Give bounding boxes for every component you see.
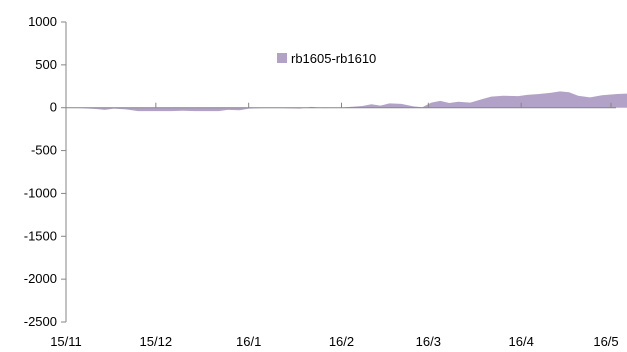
axes <box>65 22 616 322</box>
legend: rb1605-rb1610 <box>277 51 376 66</box>
x-tick-label: 16/1 <box>236 334 261 349</box>
y-tick-label: -1000 <box>24 185 57 200</box>
y-tick-label: 1000 <box>28 14 57 29</box>
x-tick-label: 16/2 <box>329 334 354 349</box>
x-tick-label: 16/3 <box>416 334 441 349</box>
legend-swatch <box>277 53 287 63</box>
x-tick-label: 15/11 <box>50 334 82 349</box>
y-ticks: 1000 500 0 -500 -1000 -1500 -2000 -2500 <box>24 14 66 329</box>
legend-label: rb1605-rb1610 <box>291 51 376 66</box>
series-area <box>66 91 627 112</box>
y-tick-label: -1500 <box>24 228 57 243</box>
y-tick-label: -2000 <box>24 271 57 286</box>
y-tick-label: -500 <box>31 143 57 158</box>
x-ticks: 15/11 15/12 16/1 16/2 16/3 16/4 16/5 <box>50 102 619 349</box>
y-tick-label: 500 <box>35 57 57 72</box>
x-tick-label: 16/5 <box>593 334 618 349</box>
y-tick-label: -2500 <box>24 314 57 329</box>
y-tick-label: 0 <box>50 100 57 115</box>
x-tick-label: 16/4 <box>509 334 534 349</box>
x-tick-label: 15/12 <box>140 334 173 349</box>
plot-area <box>66 91 627 112</box>
